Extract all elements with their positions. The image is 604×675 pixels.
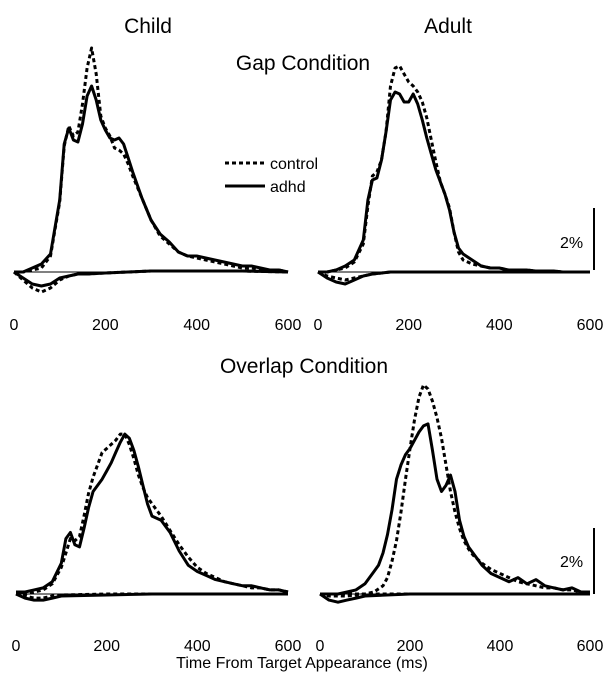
x-tick-label: 0 <box>316 638 325 655</box>
panel-child-overlap: 0 200 400 600 <box>12 432 302 655</box>
x-tick-label: 400 <box>184 638 211 655</box>
row-title-overlap: Overlap Condition <box>220 355 388 378</box>
series-adhd-line <box>14 84 289 274</box>
x-tick-label: 0 <box>10 317 19 334</box>
x-tick-label: 0 <box>12 638 21 655</box>
legend-label-control: control <box>270 156 318 173</box>
column-title-adult: Adult <box>424 15 472 38</box>
panel-child-gap: 0 200 400 600 <box>10 46 302 334</box>
x-tick-label: 600 <box>275 317 302 334</box>
panel-adult-overlap: 0 200 400 600 <box>316 383 604 655</box>
series-control-line <box>318 64 590 274</box>
x-tick-label: 200 <box>395 317 422 334</box>
x-tick-label: 600 <box>275 638 302 655</box>
legend: control adhd <box>225 156 318 196</box>
series-control-line <box>14 46 289 274</box>
x-tick-label: 400 <box>183 317 210 334</box>
series-control-line <box>16 432 289 596</box>
series-adhd-line <box>318 90 590 274</box>
series-adhd-line <box>16 432 289 594</box>
series-control-line <box>319 592 590 598</box>
x-tick-label: 200 <box>93 638 120 655</box>
series-adhd-line <box>15 592 288 602</box>
row-title-gap: Gap Condition <box>236 52 370 75</box>
x-tick-label: 600 <box>577 638 604 655</box>
x-tick-label: 400 <box>486 317 513 334</box>
x-tick-label: 400 <box>487 638 514 655</box>
x-tick-label: 200 <box>397 638 424 655</box>
series-adhd-line <box>319 592 590 604</box>
x-tick-label: 0 <box>314 317 323 334</box>
panel-adult-gap: 0 200 400 600 <box>314 64 604 334</box>
x-tick-label: 200 <box>92 317 119 334</box>
legend-label-adhd: adhd <box>270 179 306 196</box>
series-adhd-line <box>13 269 289 288</box>
series-adhd-line <box>320 422 590 596</box>
scale-bar-label-bottom: 2% <box>560 554 583 571</box>
column-title-child: Child <box>124 15 172 38</box>
x-axis-label: Time From Target Appearance (ms) <box>176 655 428 672</box>
series-adhd-line <box>317 270 590 286</box>
scale-bar-label-top: 2% <box>560 235 583 252</box>
x-tick-label: 600 <box>577 317 604 334</box>
